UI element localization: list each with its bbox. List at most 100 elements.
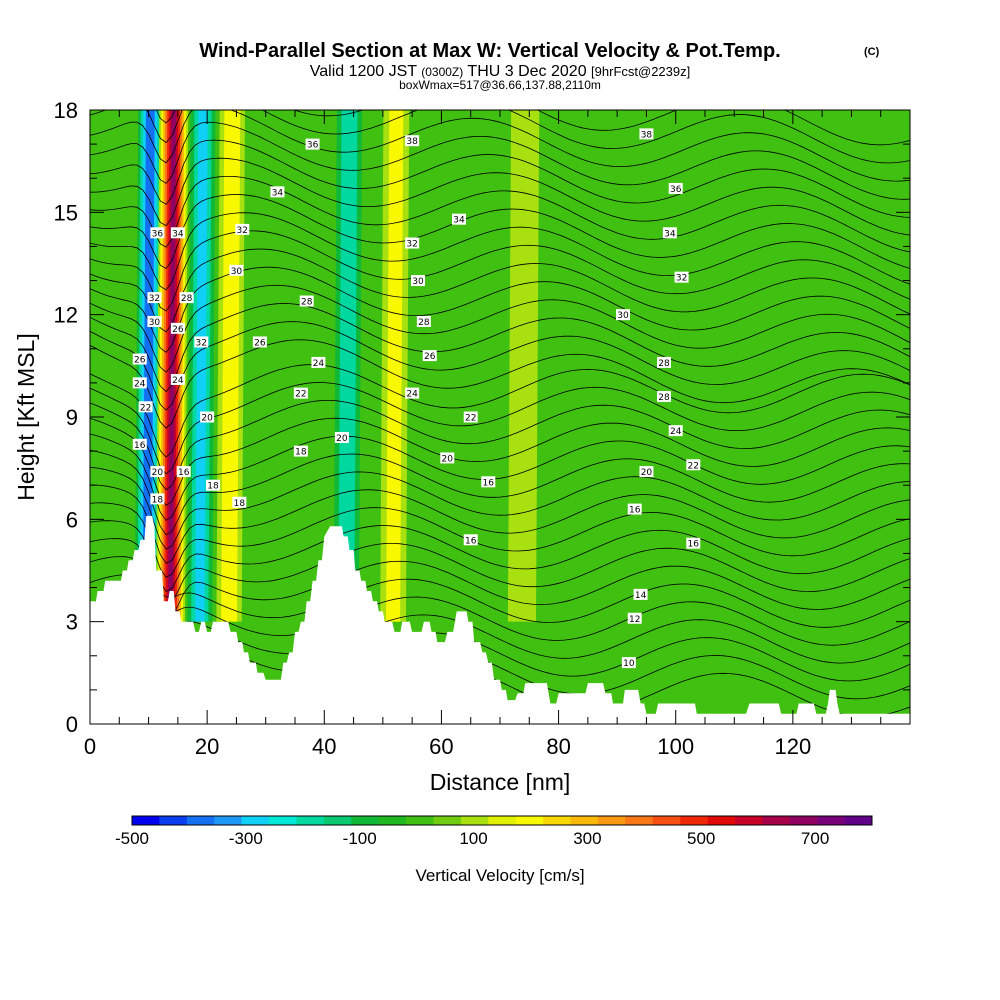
isentrope-line — [90, 321, 910, 411]
contour-label-text: 28 — [658, 393, 670, 403]
contour-label-text: 32 — [676, 274, 687, 284]
isentrope-line — [90, 382, 910, 475]
contour-label-box — [627, 612, 642, 624]
contour-label-text: 38 — [406, 137, 418, 147]
contour-label: 22 — [463, 411, 478, 424]
y-tick-label: 6 — [66, 507, 78, 532]
contour-label: 38 — [639, 128, 654, 140]
colorbar-swatch — [789, 816, 818, 825]
contour-label-box — [463, 534, 478, 546]
colorbar-tick-label: -500 — [115, 829, 149, 848]
isentrope-line — [90, 176, 910, 253]
x-tick-label: 100 — [657, 734, 694, 759]
contour-label-text: 12 — [629, 615, 640, 625]
contour-label-text: 32 — [406, 240, 417, 250]
isentrope-line — [90, 574, 910, 628]
contour-label-text: 36 — [307, 141, 319, 151]
isentrope-line — [90, 538, 910, 607]
contour-label: 24 — [170, 373, 185, 386]
contour-label-text: 28 — [658, 359, 670, 369]
contour-label-text: 20 — [641, 468, 653, 478]
contour-label-box — [621, 657, 636, 669]
contour-label-text: 20 — [442, 454, 454, 464]
contour-label-text: 32 — [237, 226, 248, 236]
contour-label-box — [305, 138, 320, 150]
contour-label: 18 — [232, 496, 247, 509]
x-tick-label: 120 — [774, 734, 811, 759]
isentrope-line — [90, 121, 910, 200]
colorbar-swatch — [625, 816, 654, 825]
contour-label: 18 — [206, 479, 220, 492]
contour-label-text: 10 — [623, 659, 635, 669]
contour-label-box — [405, 135, 420, 147]
contour-label-text: 30 — [149, 318, 161, 328]
colorbar-swatch — [543, 816, 571, 825]
x-tick-label: 20 — [195, 734, 219, 759]
contour-label-box — [657, 391, 671, 403]
colorbar-swatch — [132, 816, 160, 825]
terrain-shape — [90, 515, 910, 724]
isentrope-line — [90, 364, 910, 458]
isentrope-line — [90, 466, 910, 550]
contour-label-text: 22 — [295, 390, 306, 400]
contour-label: 30 — [411, 275, 425, 287]
plot-area — [90, 110, 910, 724]
contour-label-box — [270, 186, 285, 198]
contour-label-layer: 36 38 38 34 36 34 34 36 34 32 32 30 32 30 32 28 28 30 28 30… — [132, 128, 701, 669]
contour-label-box — [179, 292, 194, 304]
updraft-band-6 — [507, 110, 540, 622]
contour-label-box — [627, 503, 642, 515]
isentrope-line — [90, 556, 910, 621]
isentrope-line — [90, 266, 910, 353]
contour-label-text: 14 — [635, 591, 647, 601]
contour-label-box — [150, 493, 165, 505]
isentrope-line — [90, 139, 910, 218]
contour-label: 30 — [229, 264, 244, 277]
contour-label: 38 — [405, 135, 420, 147]
contour-label-text: 30 — [412, 277, 424, 287]
contour-label-box — [170, 322, 185, 334]
colorbar: -500 -300 -100 100 300 500 700 — [115, 815, 873, 848]
chart-title: Wind-Parallel Section at Max W: Vertical… — [199, 40, 780, 62]
colorbar-swatch — [159, 816, 188, 825]
contour-label-box — [686, 537, 701, 549]
contour-label-box — [686, 459, 701, 471]
colorbar-swatch — [241, 816, 270, 825]
isentrope-line — [90, 520, 910, 592]
contour-label-box — [411, 275, 425, 287]
contour-label: 30 — [147, 315, 162, 328]
contour-label-text: 16 — [178, 468, 190, 478]
y-tick-label: 3 — [66, 610, 78, 635]
velocity-contour-fill — [195, 110, 208, 622]
contour-label: 16 — [627, 503, 642, 516]
x-axis-label: Distance [nm] — [430, 769, 571, 795]
isentrope-line — [90, 339, 910, 429]
isentrope-line — [90, 449, 910, 536]
colorbar-swatch — [323, 816, 352, 825]
colorbar-swatch — [378, 816, 407, 825]
contour-label: 34 — [662, 227, 677, 239]
contour-label-box — [170, 373, 185, 385]
isentrope-line — [90, 110, 910, 164]
subtitle-date: THU 3 Dec 2020 — [467, 63, 586, 80]
colorbar-tick-label: 300 — [573, 829, 601, 848]
contour-label: 26 — [252, 336, 267, 348]
isentrope-line — [90, 194, 910, 270]
subtitle-forecast: [9hrFcst@2239z] — [591, 64, 690, 79]
x-tick-label: 80 — [546, 734, 570, 759]
contour-label-text: 26 — [254, 338, 266, 348]
contour-label-box — [299, 295, 314, 307]
contour-label: 18 — [150, 493, 165, 505]
contour-label: 32 — [405, 237, 420, 250]
contour-label-text: 24 — [134, 379, 146, 389]
contour-label: 16 — [686, 537, 701, 550]
contour-label-text: 28 — [301, 298, 313, 308]
contour-label-box — [405, 237, 420, 249]
contour-label-box — [150, 466, 165, 478]
contour-label-text: 34 — [664, 229, 676, 239]
contour-label-box — [662, 227, 677, 239]
colorbar-swatch — [296, 816, 325, 825]
colorbar-swatch — [817, 816, 845, 825]
contour-label-text: 24 — [670, 427, 682, 437]
contour-label: 18 — [293, 445, 308, 458]
